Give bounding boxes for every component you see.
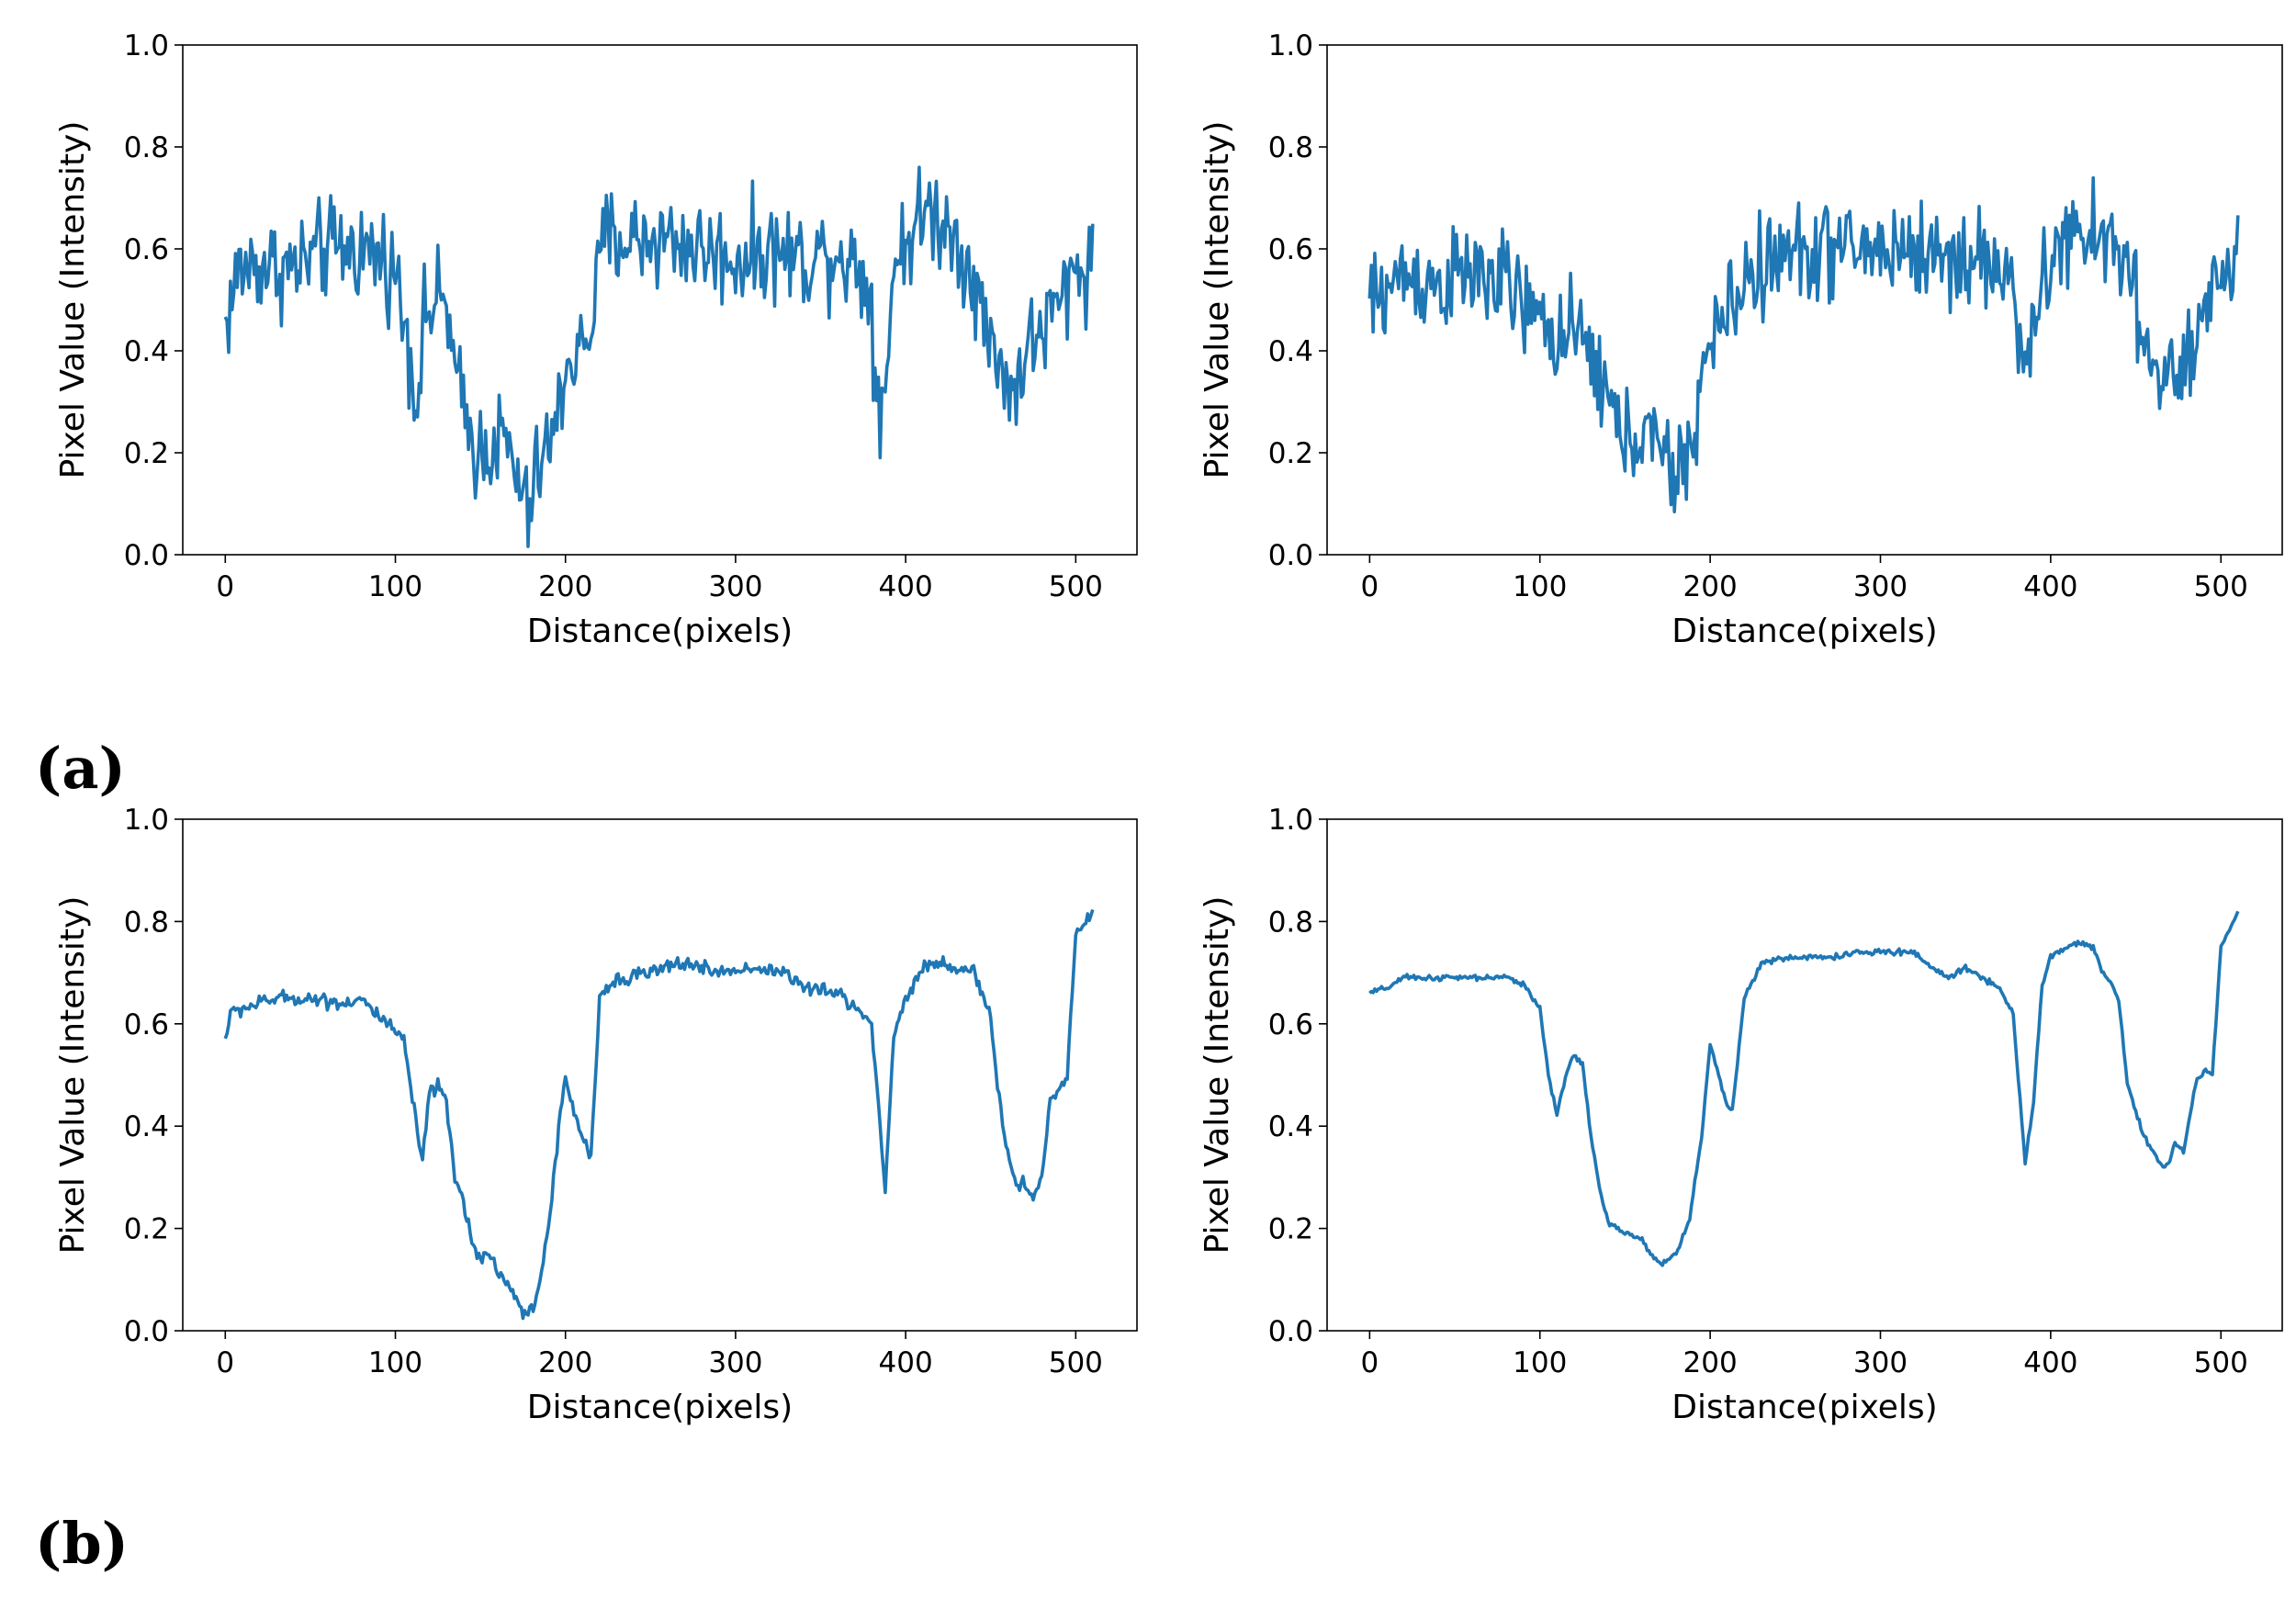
chart4-x-tick-label: 300: [1853, 1346, 1908, 1379]
chart3-x-axis-label: Distance(pixels): [527, 1389, 793, 1426]
chart1-x-tick-label: 500: [1049, 570, 1103, 603]
chart3-y-axis-label: Pixel Value (Intensity): [54, 896, 92, 1255]
panel-label-a: (a): [35, 735, 126, 802]
chart1-y-tick-label: 0.6: [124, 233, 169, 266]
chart4-x-tick-label: 400: [2023, 1346, 2077, 1379]
chart4-y-tick-label: 0.4: [1268, 1110, 1313, 1143]
chart4-series-line: [1368, 910, 2240, 1267]
chart1-x-tick-label: 200: [538, 570, 592, 603]
chart2-x-tick-label: 0: [1360, 570, 1379, 603]
chart4-x-axis-label: Distance(pixels): [1671, 1389, 1937, 1426]
chart3-series-line: [223, 908, 1095, 1321]
chart4-y-tick-label: 1.0: [1268, 804, 1313, 837]
chart3-x-tick-label: 300: [708, 1346, 762, 1379]
chart1-y-tick-label: 0.2: [124, 437, 169, 470]
chart2-y-tick-label: 0.0: [1268, 539, 1313, 572]
chart3-x-tick-label: 200: [538, 1346, 592, 1379]
chart4-plot-frame: [1326, 818, 2283, 1332]
chart2-x-tick-label: 100: [1513, 570, 1567, 603]
chart2-plot-frame: [1326, 44, 2283, 556]
chart2-series-line: [1367, 175, 2240, 513]
chart4-x-tick-label: 500: [2194, 1346, 2248, 1379]
panel-label-b: (b): [35, 1510, 129, 1577]
chart3-x-tick-label: 500: [1049, 1346, 1103, 1379]
chart3-y-tick-label: 0.4: [124, 1110, 169, 1143]
chart3-y-tick-label: 0.2: [124, 1213, 169, 1246]
chart4-y-tick-label: 0.8: [1268, 906, 1313, 939]
chart2-y-tick-label: 0.2: [1268, 437, 1313, 470]
chart2-y-tick-label: 0.4: [1268, 335, 1313, 368]
chart1-y-axis-label: Pixel Value (Intensity): [54, 121, 92, 479]
chart3-y-tick-label: 0.8: [124, 906, 169, 939]
chart2-x-tick-label: 200: [1683, 570, 1738, 603]
chart4-y-tick-label: 0.2: [1268, 1213, 1313, 1246]
chart2-y-tick-label: 1.0: [1268, 29, 1313, 62]
chart1-plot-frame: [182, 44, 1138, 556]
chart1-x-tick-label: 400: [879, 570, 933, 603]
chart2-y-axis-label: Pixel Value (Intensity): [1199, 121, 1236, 479]
chart2-y-tick-label: 0.6: [1268, 233, 1313, 266]
chart3-y-tick-label: 1.0: [124, 804, 169, 837]
chart1-y-tick-label: 0.8: [124, 131, 169, 164]
chart3-y-tick-label: 0.6: [124, 1008, 169, 1041]
chart4-x-tick-label: 100: [1513, 1346, 1567, 1379]
chart1-series-line: [223, 165, 1095, 548]
chart2-x-tick-label: 400: [2023, 570, 2077, 603]
chart1-x-axis-label: Distance(pixels): [527, 613, 793, 650]
chart1-x-tick-label: 0: [216, 570, 234, 603]
chart2-x-tick-label: 300: [1853, 570, 1908, 603]
chart1-y-tick-label: 0.4: [124, 335, 169, 368]
chart4-x-tick-label: 0: [1360, 1346, 1379, 1379]
chart3-plot-frame: [182, 818, 1138, 1332]
chart1-y-tick-label: 0.0: [124, 539, 169, 572]
chart3-x-tick-label: 0: [216, 1346, 234, 1379]
chart1-x-tick-label: 100: [368, 570, 422, 603]
chart1-x-tick-label: 300: [708, 570, 762, 603]
chart4-y-tick-label: 0.0: [1268, 1315, 1313, 1348]
chart3-x-tick-label: 400: [879, 1346, 933, 1379]
chart2-y-tick-label: 0.8: [1268, 131, 1313, 164]
chart2-x-tick-label: 500: [2194, 570, 2248, 603]
chart4-y-tick-label: 0.6: [1268, 1008, 1313, 1041]
chart3-x-tick-label: 100: [368, 1346, 422, 1379]
chart3-y-tick-label: 0.0: [124, 1315, 169, 1348]
chart1-y-tick-label: 1.0: [124, 29, 169, 62]
chart4-x-tick-label: 200: [1683, 1346, 1738, 1379]
chart2-x-axis-label: Distance(pixels): [1671, 613, 1937, 650]
chart4-y-axis-label: Pixel Value (Intensity): [1199, 896, 1236, 1255]
